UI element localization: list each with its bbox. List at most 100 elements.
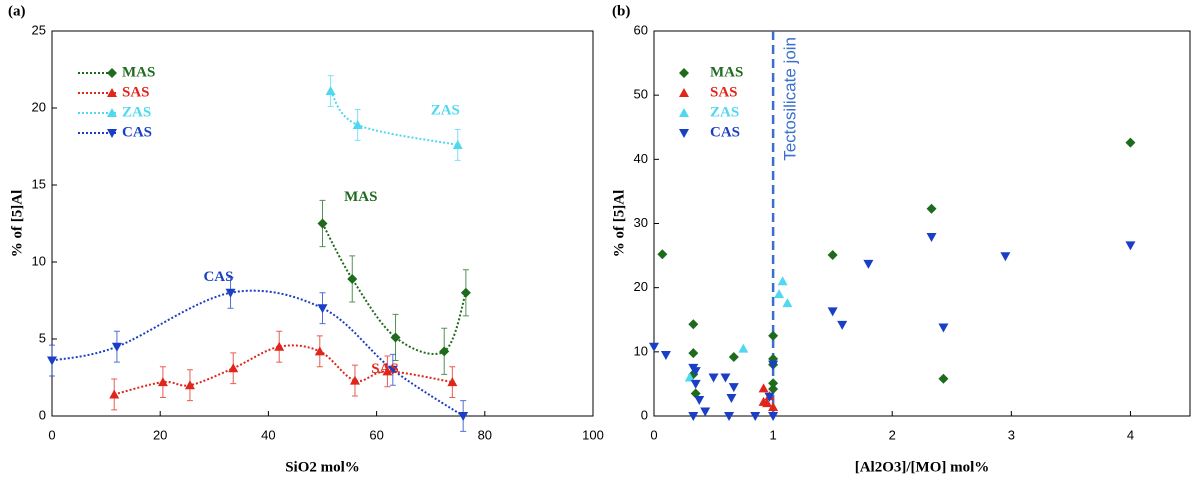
marker — [728, 383, 739, 393]
marker — [679, 108, 689, 117]
y-tick-label: 60 — [634, 22, 648, 37]
marker — [774, 289, 785, 299]
marker — [657, 249, 668, 260]
y-tick-label: 0 — [39, 407, 46, 422]
marker — [738, 343, 749, 353]
marker — [768, 360, 779, 370]
x-tick-label: 3 — [1008, 427, 1015, 442]
legend-label: MAS — [710, 64, 743, 80]
panel-label: (b) — [612, 3, 630, 19]
plot-frame — [51, 30, 594, 417]
x-tick-label: 100 — [582, 427, 604, 442]
marker — [837, 320, 848, 330]
x-axis-label: [Al2O3]/[MO] mol% — [855, 459, 990, 475]
marker — [1000, 252, 1011, 262]
y-tick-label: 10 — [32, 253, 46, 268]
marker — [274, 341, 285, 351]
marker — [777, 276, 788, 286]
fit-curve — [113, 344, 453, 396]
legend-label: SAS — [122, 84, 150, 100]
marker — [827, 249, 838, 260]
marker — [768, 412, 779, 421]
y-tick-label: 40 — [634, 151, 648, 166]
marker — [225, 288, 236, 298]
x-tick-label: 4 — [1127, 427, 1134, 442]
y-tick-label: 0 — [641, 407, 648, 422]
x-tick-label: 2 — [889, 427, 896, 442]
marker — [762, 398, 773, 408]
marker — [926, 203, 937, 214]
marker — [460, 287, 471, 298]
marker — [728, 351, 739, 362]
x-tick-label: 0 — [650, 427, 657, 442]
y-tick-label: 20 — [634, 279, 648, 294]
marker — [458, 412, 469, 421]
y-tick-label: 20 — [32, 99, 46, 114]
marker — [347, 273, 358, 284]
y-tick-label: 15 — [32, 176, 46, 191]
marker — [724, 412, 735, 421]
marker — [649, 342, 659, 352]
x-tick-label: 0 — [48, 427, 55, 442]
legend-label: CAS — [122, 124, 152, 140]
marker — [768, 330, 779, 341]
marker — [157, 377, 168, 387]
marker — [228, 363, 239, 373]
x-axis-label: SiO2 mol% — [285, 459, 360, 475]
marker — [688, 319, 699, 330]
marker — [325, 86, 336, 96]
marker — [690, 379, 701, 389]
marker — [758, 383, 769, 393]
y-tick-label: 5 — [39, 330, 46, 345]
y-tick-label: 25 — [32, 22, 46, 37]
marker — [47, 356, 57, 366]
y-axis-label: % of [5]Al — [611, 190, 627, 258]
legend-label: ZAS — [710, 104, 739, 120]
marker — [1125, 241, 1136, 251]
marker — [679, 129, 689, 138]
marker — [690, 367, 701, 377]
marker — [768, 402, 779, 412]
marker — [679, 88, 689, 97]
marker — [352, 119, 363, 129]
marker — [107, 108, 117, 117]
annotation: CAS — [203, 269, 233, 285]
marker — [107, 88, 117, 97]
marker — [109, 389, 120, 399]
marker — [720, 373, 731, 383]
marker — [688, 348, 699, 359]
marker — [317, 218, 328, 229]
marker — [314, 346, 325, 356]
marker — [684, 372, 695, 382]
marker — [382, 366, 393, 376]
marker — [768, 378, 779, 389]
y-tick-label: 30 — [634, 215, 648, 230]
legend-label: CAS — [710, 124, 740, 140]
marker — [708, 373, 719, 383]
marker — [107, 129, 117, 138]
y-tick-label: 10 — [634, 343, 648, 358]
fit-curve — [51, 289, 464, 417]
legend-label: SAS — [710, 84, 738, 100]
y-tick-label: 50 — [634, 87, 648, 102]
x-tick-label: 60 — [369, 427, 383, 442]
legend-label: MAS — [122, 64, 155, 80]
x-tick-label: 1 — [769, 427, 776, 442]
x-tick-label: 20 — [153, 427, 167, 442]
y-axis-label: % of [5]Al — [9, 190, 25, 258]
marker — [764, 392, 775, 402]
x-tick-label: 80 — [478, 427, 492, 442]
marker — [387, 365, 398, 375]
marker — [938, 323, 949, 333]
marker — [863, 259, 874, 269]
marker — [768, 384, 779, 395]
legend-label: ZAS — [122, 104, 151, 120]
marker — [700, 407, 711, 417]
marker — [938, 373, 949, 384]
marker — [447, 377, 458, 387]
marker — [926, 232, 937, 242]
marker — [726, 394, 737, 404]
annotation: SAS — [371, 361, 399, 377]
marker — [1125, 137, 1136, 148]
